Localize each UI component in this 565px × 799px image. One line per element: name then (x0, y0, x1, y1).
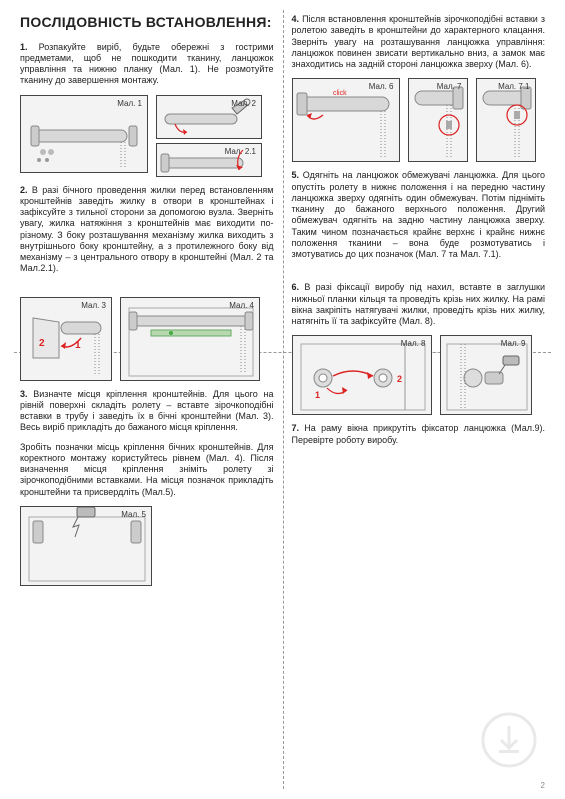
step-1: 1. Розпакуйте виріб, будьте обережні з г… (20, 42, 274, 87)
left-column: ПОСЛІДОВНІСТЬ ВСТАНОВЛЕННЯ: 1. Розпакуйт… (20, 14, 274, 594)
figure-8: Мал. 8 1 2 (292, 335, 432, 415)
figure-2-1-label: Мал. 2.1 (225, 147, 256, 157)
figure-1-label: Мал. 1 (117, 99, 142, 109)
fig-row-4: Мал. 6 click Мал. 7 (292, 78, 546, 162)
watermark-icon (481, 712, 537, 771)
svg-text:2: 2 (397, 374, 402, 384)
figure-6: Мал. 6 click (292, 78, 400, 162)
figure-4: Мал. 4 (120, 297, 260, 381)
page-number: 2 (541, 781, 545, 791)
page-title: ПОСЛІДОВНІСТЬ ВСТАНОВЛЕННЯ: (20, 14, 274, 32)
step-5: 5. Одягніть на ланцюжок обмежувачі ланцю… (292, 170, 546, 260)
svg-text:click: click (333, 90, 347, 97)
figure-9-label: Мал. 9 (501, 339, 526, 349)
figure-4-label: Мал. 4 (229, 301, 254, 311)
svg-text:1: 1 (315, 390, 320, 400)
figure-7-1: Мал. 7.1 (476, 78, 536, 162)
figure-2: Мал. 2 (156, 95, 262, 139)
figure-3: Мал. 3 2 1 (20, 297, 112, 381)
figure-3-label: Мал. 3 (81, 301, 106, 311)
figure-9: Мал. 9 (440, 335, 532, 415)
figure-1: Мал. 1 (20, 95, 148, 173)
step-3b: Зробіть позначки місць кріплення бічних … (20, 442, 274, 498)
figure-5-label: Мал. 5 (121, 510, 146, 520)
step-6: 6. В разі фіксації виробу під нахил, вст… (292, 282, 546, 327)
step-7: 7. На раму вікна прикрутіть фіксатор лан… (292, 423, 546, 446)
figure-2-label: Мал. 2 (231, 99, 256, 109)
right-column: 4. Після встановлення кронштейнів зірочк… (292, 14, 546, 594)
fig-row-2: Мал. 3 2 1 Мал. 4 (20, 297, 274, 381)
svg-text:2: 2 (39, 338, 45, 349)
figure-2-1: Мал. 2.1 (156, 143, 262, 177)
figure-8-label: Мал. 8 (401, 339, 426, 349)
step-3: 3. Визначте місця кріплення кронштейнів.… (20, 389, 274, 434)
fig-row-3: Мал. 5 (20, 506, 274, 586)
figure-5: Мал. 5 (20, 506, 152, 586)
figure-6-label: Мал. 6 (369, 82, 394, 92)
step-2: 2. В разі бічного проведення жилки перед… (20, 185, 274, 275)
vertical-divider (283, 10, 284, 789)
figure-7-label: Мал. 7 (437, 82, 462, 92)
fig-row-5: Мал. 8 1 2 Мал. 9 (292, 335, 546, 415)
step-4: 4. Після встановлення кронштейнів зірочк… (292, 14, 546, 70)
figure-7: Мал. 7 (408, 78, 468, 162)
fig-row-1: Мал. 1 Мал. 2 (20, 95, 274, 177)
figure-7-1-label: Мал. 7.1 (498, 82, 529, 92)
